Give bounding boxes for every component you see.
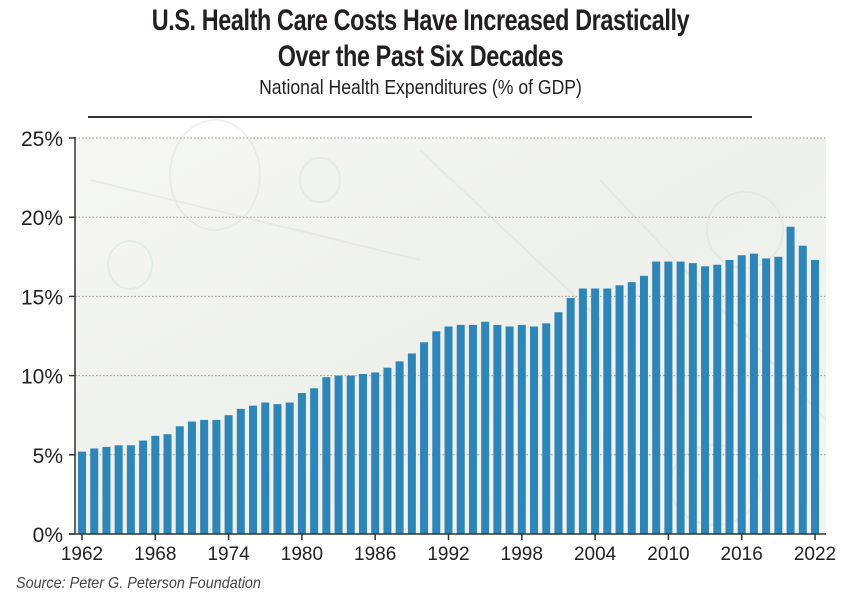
- bar-2019: [774, 256, 783, 534]
- bar-1974: [224, 415, 233, 534]
- bar-2021: [798, 245, 807, 534]
- bar-1967: [139, 440, 148, 534]
- bar-2002: [566, 297, 575, 534]
- bar-2000: [542, 323, 551, 534]
- y-tick-label: 20%: [21, 207, 63, 230]
- y-tick-label: 0%: [33, 524, 63, 547]
- bar-1981: [310, 388, 319, 534]
- bar-1969: [163, 434, 172, 534]
- bar-1972: [200, 419, 209, 534]
- bar-1973: [212, 419, 221, 534]
- bar-1980: [297, 393, 306, 534]
- bar-1976: [249, 405, 258, 534]
- chart-subtitle: National Health Expenditures (% of GDP): [259, 77, 582, 99]
- bar-1990: [420, 342, 429, 534]
- bar-1970: [175, 426, 184, 534]
- bar-2009: [652, 261, 661, 534]
- bars: [78, 226, 819, 535]
- bar-2015: [725, 259, 734, 534]
- bar-2014: [713, 264, 722, 534]
- chart-title-line-1: U.S. Health Care Costs Have Increased Dr…: [151, 4, 690, 37]
- bar-2016: [737, 255, 746, 534]
- bar-1964: [102, 446, 111, 534]
- x-tick-label: 1980: [281, 544, 323, 565]
- bar-1984: [346, 375, 355, 534]
- source-note: Source: Peter G. Peterson Foundation: [16, 575, 261, 592]
- x-tick-label: 1962: [61, 544, 103, 565]
- bar-1999: [530, 326, 539, 534]
- bar-1987: [383, 367, 392, 534]
- bar-1982: [322, 377, 331, 534]
- bar-1968: [151, 435, 160, 534]
- bar-1965: [114, 445, 123, 534]
- bar-1988: [395, 361, 404, 534]
- bar-1962: [78, 451, 86, 534]
- bar-2011: [676, 261, 685, 534]
- x-tick-label: 1968: [134, 544, 176, 565]
- bar-2018: [762, 258, 771, 534]
- y-tick-label: 15%: [21, 286, 63, 309]
- bar-2017: [749, 253, 758, 534]
- bar-1986: [371, 372, 380, 534]
- bar-1966: [126, 445, 135, 534]
- bar-1998: [517, 324, 526, 534]
- bar-1979: [285, 402, 294, 534]
- bar-1963: [90, 448, 99, 534]
- bar-1971: [187, 421, 196, 534]
- bar-1978: [273, 404, 282, 534]
- bar-1985: [358, 374, 367, 534]
- bar-1996: [493, 324, 502, 534]
- bar-2012: [688, 263, 697, 534]
- bar-2007: [627, 282, 636, 534]
- bar-2020: [786, 226, 795, 535]
- bar-2003: [578, 288, 587, 534]
- x-tick-label: 1974: [207, 544, 250, 565]
- x-tick-label: 2022: [794, 544, 836, 565]
- x-tick-label: 2016: [721, 544, 763, 565]
- bar-1992: [444, 326, 453, 534]
- y-tick-label: 25%: [21, 128, 63, 151]
- chart-title-line-2: Over the Past Six Decades: [277, 40, 564, 73]
- bar-1977: [261, 402, 270, 534]
- bar-1995: [481, 321, 490, 534]
- x-tick-label: 2004: [574, 544, 617, 565]
- bar-2006: [615, 285, 624, 534]
- bar-2001: [554, 312, 563, 534]
- y-tick-label: 10%: [21, 366, 63, 389]
- bar-2013: [701, 266, 710, 534]
- bar-2004: [591, 288, 600, 534]
- bar-1991: [432, 331, 441, 534]
- bar-2022: [811, 259, 819, 534]
- bar-1983: [334, 375, 343, 534]
- x-tick-label: 1986: [354, 544, 396, 565]
- bar-2005: [603, 288, 612, 534]
- bar-1993: [456, 324, 465, 534]
- x-tick-label: 1992: [427, 544, 469, 565]
- bar-1989: [407, 353, 416, 534]
- bar-2008: [639, 275, 648, 534]
- bar-2010: [664, 261, 673, 534]
- bar-1975: [236, 408, 245, 534]
- axes: [69, 137, 826, 535]
- x-tick-label: 2010: [647, 544, 689, 565]
- x-tick-label: 1998: [501, 544, 543, 565]
- bar-1994: [468, 324, 477, 534]
- x-axis-ticks: 1962 1968 1974 1980 1986 1992 1998 2004 2010 2016…: [61, 534, 836, 565]
- bar-1997: [505, 326, 514, 534]
- y-tick-label: 5%: [33, 445, 63, 468]
- title-divider: [88, 116, 752, 118]
- y-axis-ticks: 0% 5% 10% 15% 20% 25%: [21, 128, 75, 547]
